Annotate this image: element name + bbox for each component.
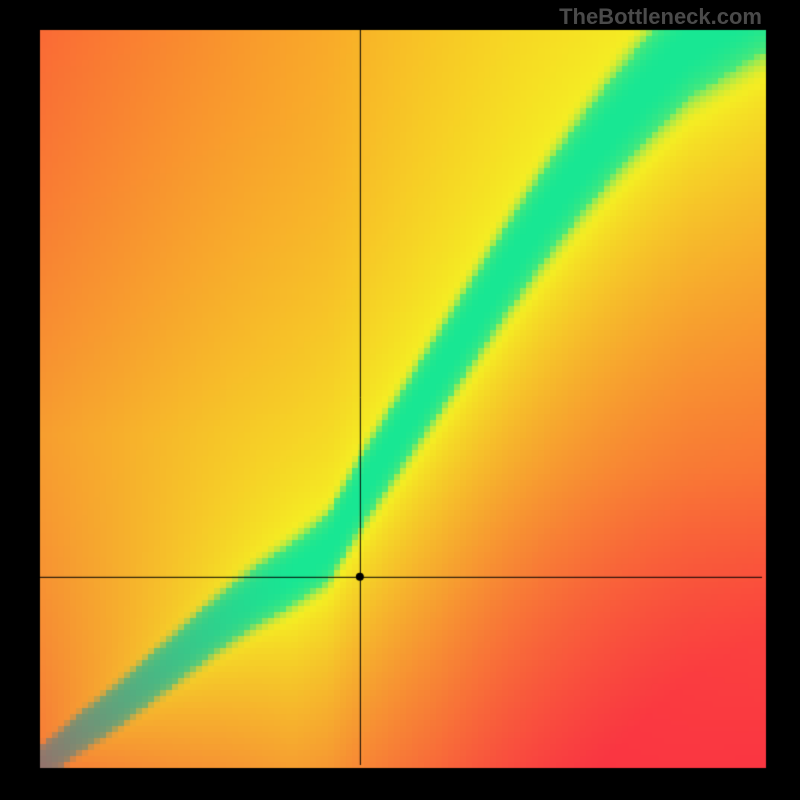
watermark-text: TheBottleneck.com: [559, 4, 762, 30]
bottleneck-heatmap: [0, 0, 800, 800]
